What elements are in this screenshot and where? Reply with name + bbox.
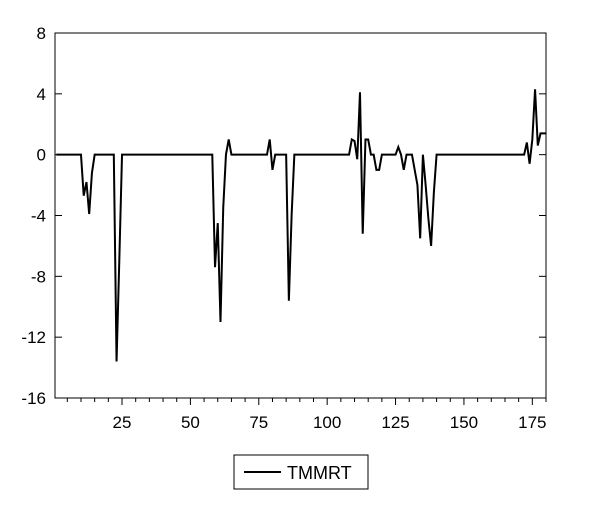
y-tick-label: 4 [37,85,46,104]
y-tick-label: -12 [21,328,46,347]
x-tick-label: 75 [249,413,268,432]
y-tick-label: 0 [37,146,46,165]
y-tick-label: -8 [31,267,46,286]
x-tick-label: 150 [450,413,478,432]
x-tick-label: 25 [113,413,132,432]
legend-label-tmmrt: TMMRT [287,463,352,483]
x-axis: 25 50 75 100 125 150 175 [66,398,547,432]
x-tick-label: 100 [313,413,341,432]
legend: TMMRT [233,454,369,490]
plot-area [54,32,547,399]
x-tick-label: 125 [381,413,409,432]
y-tick-label: 8 [37,24,46,43]
y-tick-label: -4 [31,207,46,226]
x-tick-label: 50 [181,413,200,432]
y-tick-label: -16 [21,389,46,408]
x-tick-label: 175 [518,413,546,432]
series-line-tmmrt [56,89,546,362]
y-axis: 8 4 0 -4 -8 -12 -16 [21,24,546,408]
